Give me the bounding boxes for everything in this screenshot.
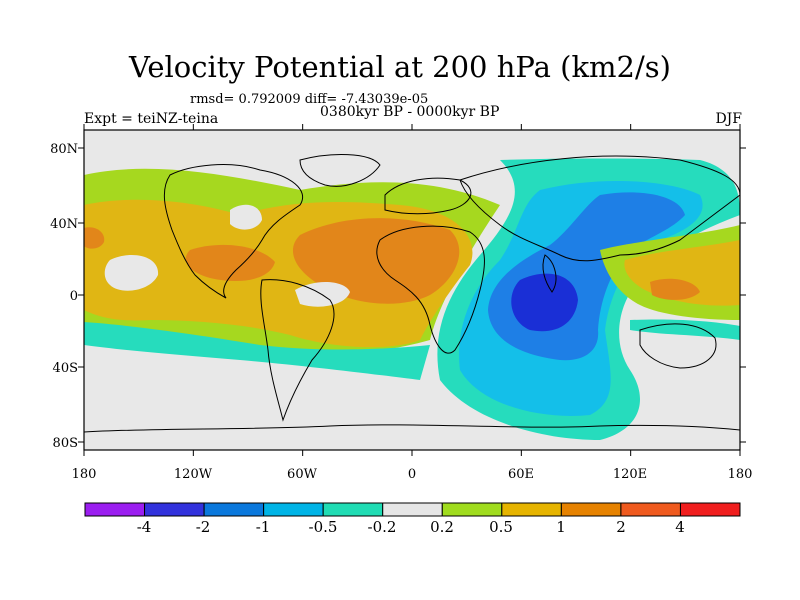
- coastlines: [84, 154, 740, 433]
- colorbar-box: [560, 502, 622, 517]
- plot-title: Velocity Potential at 200 hPa (km2/s): [129, 50, 671, 84]
- coast-greenland: [299, 154, 381, 187]
- colorbar-box: [501, 502, 562, 517]
- colorbar-box: [84, 502, 146, 517]
- colorbar-label: 2: [616, 518, 626, 536]
- colorbar-label: -4: [136, 518, 152, 536]
- field-pos2-c: [84, 227, 105, 249]
- field-pos2-east: [650, 278, 700, 300]
- season-label: DJF: [715, 111, 742, 127]
- colorbar-box: [144, 502, 205, 517]
- field-neg0-east: [630, 319, 740, 340]
- colorbar-box: [382, 502, 443, 517]
- colorbar-box: [263, 502, 324, 517]
- lon-label-120e: 120E: [612, 467, 648, 482]
- colorbar-box: [322, 502, 384, 517]
- colorbar-label: 0.5: [489, 518, 513, 536]
- coast-africa: [376, 225, 485, 354]
- field-zero-east: [650, 329, 740, 370]
- colorbar-label: 0.2: [430, 518, 454, 536]
- lon-label-120w: 120W: [173, 467, 213, 482]
- colorbar-box: [679, 502, 741, 517]
- lat-label-0: 0: [69, 289, 78, 304]
- colorbar-label: -1: [255, 518, 271, 536]
- field-zero-c: [230, 204, 262, 230]
- experiment-label: Expt = teiNZ-teina: [84, 111, 219, 127]
- colorbar-box: [441, 502, 503, 517]
- field-neg3: [511, 273, 578, 332]
- field-zero-a: [104, 255, 159, 291]
- period-label: 0380kyr BP - 0000kyr BP: [320, 104, 500, 120]
- field-pos2-a: [292, 218, 460, 304]
- coast-australia: [639, 323, 717, 369]
- colorbar-label: -2: [195, 518, 211, 536]
- field-neg0-south: [84, 322, 430, 380]
- lon-label-180w: 180: [71, 467, 97, 482]
- colorbar-label: 4: [675, 518, 685, 536]
- coast-north-america: [163, 164, 303, 299]
- coast-asia: [459, 155, 740, 262]
- colorbar-label: -0.2: [367, 518, 397, 536]
- field-pos2-b: [185, 244, 275, 282]
- map-field: [84, 130, 740, 450]
- stats-line: rmsd= 0.792009 diff= -7.43039e-05: [190, 92, 429, 107]
- lon-label-0: 0: [407, 467, 417, 482]
- colorbar: [84, 502, 741, 517]
- lon-label-60w: 60W: [287, 467, 317, 482]
- colorbar-label: 1: [556, 518, 566, 536]
- lat-label-80s: 80S: [52, 436, 78, 451]
- lon-label-180e: 180: [727, 467, 753, 482]
- coast-south-america: [260, 279, 335, 422]
- lat-label-80n: 80N: [50, 142, 78, 157]
- coast-antarctica: [84, 424, 740, 433]
- coast-india: [542, 254, 557, 293]
- lat-label-40s: 40S: [52, 361, 78, 376]
- colorbar-box: [620, 502, 681, 517]
- lat-label-40n: 40N: [50, 217, 78, 232]
- colorbar-label: -0.5: [308, 518, 338, 536]
- lon-label-60e: 60E: [507, 467, 535, 482]
- colorbar-box: [203, 502, 265, 517]
- map-ticks: [78, 124, 746, 456]
